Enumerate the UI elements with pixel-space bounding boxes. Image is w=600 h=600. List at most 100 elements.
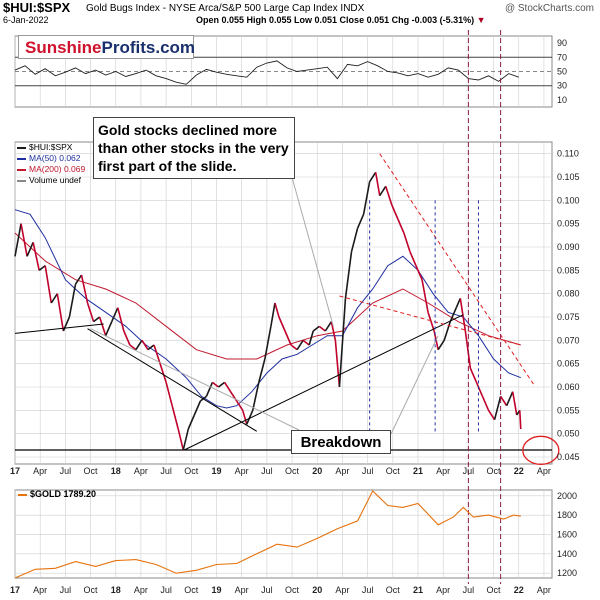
price-segment (274, 302, 280, 318)
price-panel (14, 30, 560, 584)
x-tick-label: Jul (261, 585, 273, 595)
price-segment (391, 204, 399, 220)
y-tick-label: 0.065 (557, 359, 580, 369)
gold-swatch (18, 493, 27, 496)
rsi-tick-label: 70 (557, 52, 567, 62)
x-tick-label: 22 (514, 585, 524, 595)
legend-volume-label: Volume undef (29, 175, 81, 185)
gold-line (14, 490, 521, 579)
price-segment (481, 396, 490, 411)
x-tick-label: Jul (160, 585, 172, 595)
price-segment (374, 172, 381, 196)
price-segment (284, 330, 292, 346)
price-segment (356, 214, 365, 229)
logo-part-b: Profits.com (101, 38, 196, 57)
price-segment (104, 321, 113, 336)
rsi-tick-label: 30 (557, 81, 567, 91)
price-segment (98, 316, 107, 336)
price-segment (56, 293, 65, 332)
price-segment (159, 363, 167, 383)
price-segment (20, 223, 28, 257)
legend-symbol: $HUI:$SPX (17, 142, 85, 153)
price-segment (415, 265, 423, 280)
x-tick-label: Oct (386, 585, 401, 595)
gold-tick-label: 1800 (557, 510, 577, 520)
price-segment (443, 321, 452, 341)
rsi-tick-label: 50 (557, 67, 567, 77)
x-tick-label: 20 (312, 585, 322, 595)
price-segment (171, 405, 179, 430)
axis-labels: 17 17 Apr Apr Jul Jul Oct Oct 18 18 Apr Apr Jul Jul Oc… (10, 38, 580, 595)
y-tick-label: 0.110 (557, 149, 579, 159)
price-segment (427, 312, 435, 332)
x-tick-label: Jul (160, 466, 172, 476)
x-tick-label: Apr (335, 585, 349, 595)
price-segment (223, 381, 232, 393)
price-segment (135, 339, 143, 351)
price-segment (141, 339, 149, 351)
x-tick-label: Jul (463, 466, 475, 476)
x-tick-label: Apr (335, 466, 349, 476)
price-segment (499, 395, 508, 407)
price-segment (264, 326, 272, 360)
y-tick-label: 0.085 (557, 265, 580, 275)
legend-swatch-price (17, 146, 26, 149)
gold-tick-label: 1400 (557, 549, 577, 559)
price-segment (449, 307, 458, 322)
chart-symbol: $HUI:$SPX (3, 0, 71, 15)
x-tick-label: Apr (134, 466, 148, 476)
price-legend: $HUI:$SPX MA(50) 0.062 MA(200) 0.069 Vol… (17, 142, 85, 186)
price-segment (245, 410, 254, 425)
x-tick-label: Oct (487, 466, 502, 476)
y-tick-label: 0.070 (557, 335, 580, 345)
price-segment (14, 223, 22, 257)
y-tick-label: 0.095 (557, 219, 580, 229)
y-tick-label: 0.075 (557, 312, 580, 322)
rsi-line (14, 60, 519, 85)
gold-panel (14, 490, 521, 579)
x-tick-label: Oct (487, 585, 502, 595)
legend-ma200-label: MA(200) 0.069 (29, 164, 86, 174)
price-segment (330, 321, 337, 341)
price-segment (469, 368, 478, 383)
breakdown-annotation: Breakdown (291, 430, 391, 454)
y-tick-label: 0.105 (557, 172, 580, 182)
price-segment (110, 307, 119, 322)
legend-volume: Volume undef (17, 175, 85, 186)
price-segment (235, 400, 244, 411)
x-tick-label: Apr (537, 585, 551, 595)
x-tick-label: Oct (285, 585, 300, 595)
gold-series-label: $GOLD 1789.20 (18, 489, 96, 499)
y-tick-label: 0.050 (557, 429, 580, 439)
x-tick-label: 22 (514, 466, 524, 476)
x-tick-label: Jul (60, 466, 72, 476)
trendline-2 (87, 328, 258, 432)
x-tick-label: Jul (463, 585, 475, 595)
x-tick-label: Apr (235, 466, 249, 476)
price-segment (147, 344, 155, 351)
price-segment (177, 428, 185, 451)
price-segment (421, 279, 429, 313)
chart-title: Gold Bugs Index - NYSE Arca/S&P 500 Larg… (86, 3, 365, 14)
price-segment (475, 382, 484, 397)
x-tick-label: Oct (285, 466, 300, 476)
x-tick-label: Apr (436, 585, 450, 595)
price-segment (74, 274, 83, 285)
gold-label-text: $GOLD 1789.20 (30, 489, 97, 499)
x-tick-label: Oct (184, 466, 199, 476)
price-segment (258, 358, 266, 383)
down-arrow-icon: ▼ (476, 15, 486, 25)
price-segment (338, 298, 347, 388)
x-tick-label: Jul (261, 466, 273, 476)
rsi-tick-label: 10 (557, 95, 567, 105)
price-segment (187, 414, 196, 430)
price-segment (32, 242, 40, 271)
legend-swatch-ma200 (17, 168, 26, 171)
price-segment (362, 181, 371, 215)
x-tick-label: Oct (184, 585, 199, 595)
callout-annotation: Gold stocks declined more than other sto… (93, 117, 295, 179)
x-tick-label: Oct (84, 466, 99, 476)
price-segment (93, 316, 101, 323)
price-segment (409, 251, 417, 266)
